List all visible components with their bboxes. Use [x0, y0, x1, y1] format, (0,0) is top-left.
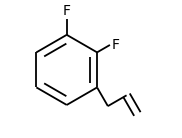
Text: F: F	[111, 38, 119, 52]
Text: F: F	[63, 4, 71, 18]
